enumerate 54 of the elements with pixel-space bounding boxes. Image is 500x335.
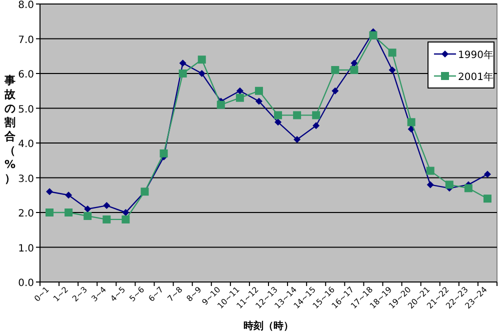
point (122, 215, 130, 224)
point (46, 208, 54, 216)
point (160, 149, 168, 158)
y-tick-label: 7.0 (18, 34, 34, 46)
point (64, 208, 73, 216)
point (46, 188, 54, 196)
y-tick-label: 8.0 (18, 0, 34, 11)
point (236, 87, 244, 94)
point (350, 60, 358, 67)
point (236, 94, 244, 102)
point (388, 48, 396, 57)
point (179, 60, 186, 67)
point (255, 98, 262, 105)
point (293, 111, 302, 120)
point (312, 111, 320, 120)
point (332, 87, 339, 94)
point (426, 181, 434, 188)
point (294, 136, 301, 144)
point (84, 212, 92, 220)
y-tick-label: 0.0 (18, 278, 34, 289)
point (464, 184, 472, 192)
point (274, 118, 282, 126)
point (122, 209, 130, 216)
y-tick-label: 3.0 (18, 174, 34, 185)
point (65, 192, 72, 199)
y-tick-label: 4.0 (18, 139, 34, 150)
y-tick-label: 5.0 (18, 104, 34, 116)
legend-label: 2001年 (458, 71, 494, 83)
point (331, 66, 340, 74)
x-axis-title: 時刻（時） (244, 320, 294, 332)
y-tick-label: 2.0 (18, 208, 34, 220)
point (216, 100, 225, 109)
point (426, 166, 434, 175)
point (407, 118, 416, 126)
point (178, 70, 187, 78)
legend-label: 1990年 (458, 49, 494, 61)
x-tick-label: 0~1 (32, 285, 51, 304)
point (350, 66, 358, 74)
point (102, 215, 111, 224)
point (274, 111, 282, 120)
point (484, 170, 491, 178)
y-axis-title: 事故の割合（%） (4, 74, 16, 185)
point (198, 70, 206, 77)
point (198, 56, 206, 64)
point (445, 180, 454, 189)
point (388, 66, 396, 74)
y-tick-label: 1.0 (18, 243, 34, 254)
point (483, 194, 492, 203)
point (254, 86, 263, 95)
point (369, 31, 378, 40)
point (84, 206, 92, 213)
y-tick-label: 6.0 (18, 70, 34, 80)
point (312, 122, 320, 130)
point (103, 202, 110, 210)
